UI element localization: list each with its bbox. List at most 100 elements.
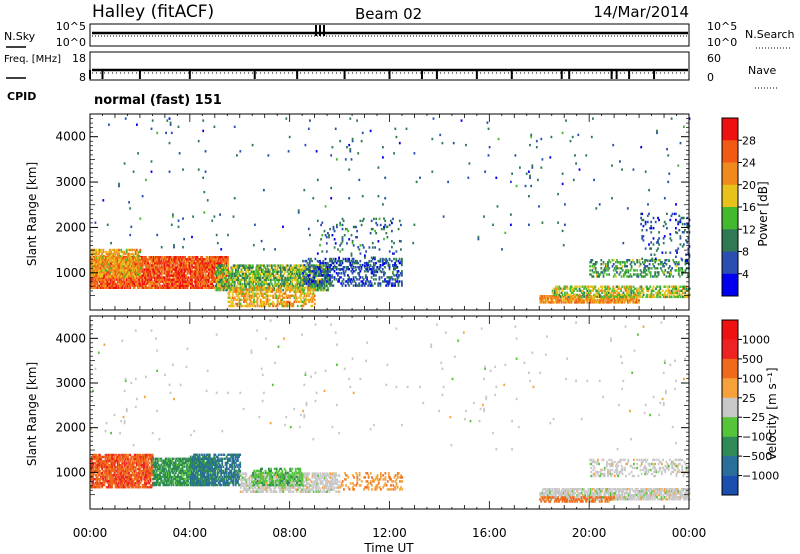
data-cell bbox=[585, 297, 588, 300]
data-cell bbox=[178, 258, 181, 261]
data-cell bbox=[371, 270, 374, 273]
data-cell bbox=[225, 286, 228, 289]
data-cell bbox=[350, 252, 353, 255]
data-cell bbox=[399, 261, 402, 265]
data-cell bbox=[394, 263, 396, 267]
data-cell bbox=[247, 270, 250, 273]
data-cell bbox=[184, 276, 187, 279]
data-cell bbox=[664, 251, 667, 254]
data-cell bbox=[618, 267, 621, 270]
data-cell bbox=[201, 262, 203, 265]
data-cell bbox=[311, 292, 314, 295]
data-cell bbox=[248, 268, 251, 271]
data-cell bbox=[167, 274, 170, 277]
data-cell bbox=[220, 282, 223, 286]
data-cell bbox=[658, 285, 661, 288]
data-cell bbox=[93, 284, 96, 287]
data-cell bbox=[163, 260, 165, 263]
data-cell bbox=[285, 280, 288, 284]
data-cell bbox=[541, 295, 544, 298]
data-cell bbox=[623, 285, 626, 288]
data-cell bbox=[305, 282, 308, 285]
data-cell bbox=[246, 298, 249, 302]
data-cell bbox=[640, 285, 643, 288]
data-cell bbox=[290, 264, 292, 267]
data-cell bbox=[209, 272, 211, 275]
data-cell bbox=[288, 264, 291, 267]
data-cell bbox=[213, 276, 216, 279]
data-cell bbox=[181, 268, 183, 271]
data-cell bbox=[160, 272, 163, 275]
data-cell bbox=[365, 250, 367, 253]
data-cell bbox=[187, 270, 190, 273]
data-cell bbox=[164, 280, 166, 283]
data-cell bbox=[197, 266, 200, 269]
data-cell bbox=[627, 269, 630, 272]
data-cell bbox=[254, 294, 256, 297]
data-cell bbox=[127, 248, 129, 252]
data-cell bbox=[338, 259, 340, 263]
data-cell bbox=[312, 270, 315, 273]
data-cell bbox=[351, 280, 354, 283]
data-cell bbox=[356, 236, 358, 239]
data-cell bbox=[183, 280, 185, 283]
data-cell bbox=[127, 252, 129, 256]
data-cell bbox=[210, 260, 212, 263]
data-cell bbox=[668, 275, 671, 278]
data-cell bbox=[204, 284, 207, 287]
data-cell bbox=[224, 266, 227, 269]
data-cell bbox=[117, 280, 119, 283]
data-cell bbox=[127, 284, 129, 287]
data-cell bbox=[198, 268, 201, 271]
data-cell bbox=[179, 262, 182, 265]
data-cell bbox=[108, 286, 110, 289]
data-cell bbox=[142, 272, 145, 275]
data-cell bbox=[140, 258, 143, 261]
data-cell bbox=[315, 282, 318, 285]
data-cell bbox=[123, 271, 126, 274]
data-cell bbox=[679, 220, 682, 224]
data-cell bbox=[319, 259, 321, 263]
data-cell bbox=[90, 282, 92, 285]
data-cell bbox=[97, 271, 100, 274]
data-cell bbox=[650, 293, 653, 297]
data-cell bbox=[105, 284, 108, 287]
data-cell bbox=[99, 256, 101, 260]
data-cell bbox=[279, 272, 282, 275]
data-cell bbox=[121, 254, 124, 258]
data-cell bbox=[187, 282, 190, 285]
data-cell bbox=[150, 268, 153, 271]
data-cell bbox=[384, 280, 386, 283]
data-cell bbox=[675, 291, 678, 294]
data-cell bbox=[240, 288, 243, 292]
data-cell bbox=[156, 278, 159, 281]
data-cell bbox=[108, 274, 110, 277]
data-cell bbox=[108, 263, 110, 266]
data-cell bbox=[187, 268, 190, 271]
data-cell bbox=[643, 269, 645, 272]
data-cell bbox=[622, 299, 625, 302]
data-cell bbox=[558, 291, 561, 294]
data-cell bbox=[546, 299, 548, 302]
data-cell bbox=[149, 270, 152, 273]
data-cell bbox=[179, 260, 182, 263]
data-cell bbox=[261, 288, 263, 291]
data-cell bbox=[644, 271, 646, 274]
data-cell bbox=[616, 267, 618, 270]
data-cell bbox=[592, 275, 595, 278]
data-cell bbox=[632, 299, 635, 302]
data-cell bbox=[273, 302, 276, 306]
data-cell bbox=[637, 301, 639, 304]
data-cell bbox=[206, 286, 209, 289]
data-cell bbox=[160, 266, 163, 269]
data-cell bbox=[163, 272, 165, 275]
data-cell bbox=[627, 293, 629, 297]
data-cell bbox=[96, 273, 99, 276]
data-cell bbox=[618, 287, 620, 290]
data-cell bbox=[223, 284, 226, 287]
data-cell bbox=[622, 275, 625, 278]
data-cell bbox=[547, 301, 549, 304]
data-cell bbox=[371, 257, 374, 261]
data-cell bbox=[173, 256, 175, 259]
data-cell bbox=[177, 276, 180, 279]
